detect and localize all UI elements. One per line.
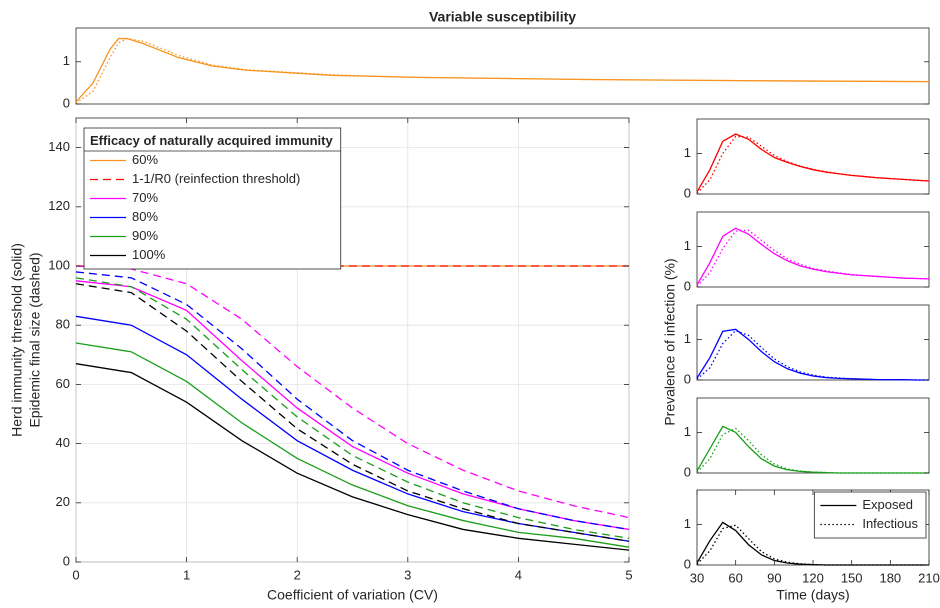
x-tick-label: 3 — [404, 567, 411, 582]
y-tick-label: 0 — [63, 553, 70, 568]
legend-box — [813, 491, 927, 539]
y-axis-label: Herd immunity threshold (solid) — [9, 243, 25, 437]
legend-label: 70% — [132, 190, 158, 205]
y-tick-label: 80 — [56, 317, 70, 332]
legend-label: 90% — [132, 228, 158, 243]
y-axis-label: Epidemic final size (dashed) — [27, 252, 43, 427]
axes-frame — [696, 304, 930, 381]
x-tick-label: 0 — [72, 567, 79, 582]
axes-frame — [696, 118, 930, 195]
y-tick-label: 0 — [684, 464, 691, 479]
data-line — [696, 135, 930, 194]
x-tick-label: 30 — [690, 570, 704, 585]
data-line — [75, 342, 630, 548]
x-tick-label: 180 — [879, 570, 901, 585]
legend-label: 100% — [132, 247, 166, 262]
data-line — [75, 37, 930, 104]
y-tick-label: 20 — [56, 494, 70, 509]
data-line — [696, 229, 930, 287]
y-tick-label: 0 — [684, 185, 691, 200]
chart-title: Variable susceptibility — [429, 9, 576, 25]
legend-label: 80% — [132, 209, 158, 224]
data-line — [696, 227, 930, 286]
x-tick-label: 60 — [728, 570, 742, 585]
x-tick-label: 120 — [802, 570, 824, 585]
legend-label: Infectious — [862, 516, 918, 531]
y-tick-label: 1 — [684, 145, 691, 160]
y-tick-label: 0 — [684, 278, 691, 293]
y-tick-label: 140 — [48, 139, 70, 154]
y-tick-label: 1 — [684, 238, 691, 253]
legend-title: Efficacy of naturally acquired immunity — [90, 133, 333, 148]
x-tick-label: 210 — [918, 570, 940, 585]
y-tick-label: 0 — [684, 556, 691, 571]
legend-label: Exposed — [862, 497, 913, 512]
legend-box — [83, 127, 342, 270]
data-line — [75, 280, 630, 531]
y-tick-label: 1 — [684, 424, 691, 439]
legend-label: 60% — [132, 152, 158, 167]
data-line — [75, 363, 630, 551]
y-tick-label: 100 — [48, 257, 70, 272]
data-line — [75, 315, 630, 542]
data-line — [696, 328, 929, 381]
axes-frame — [75, 27, 930, 105]
x-tick-label: 1 — [183, 567, 190, 582]
x-axis-label: Time (days) — [776, 587, 849, 603]
x-tick-label: 4 — [515, 567, 522, 582]
legend: Efficacy of naturally acquired immunity 6… — [83, 127, 342, 270]
x-tick-label: 90 — [767, 570, 781, 585]
data-line — [75, 271, 630, 531]
data-line — [75, 37, 930, 103]
data-line — [696, 427, 929, 474]
axes-frame — [696, 211, 930, 288]
data-line — [75, 277, 630, 539]
legend-label: 1-1/R0 (reinfection threshold) — [132, 171, 300, 186]
y-tick-label: 40 — [56, 435, 70, 450]
y-tick-label: 0 — [684, 371, 691, 386]
data-line — [75, 265, 630, 519]
x-axis-label: Coefficient of variation (CV) — [267, 587, 438, 603]
x-tick-label: 150 — [841, 570, 863, 585]
y-axis-label: Prevalence of infection (%) — [662, 258, 678, 425]
x-tick-label: 2 — [294, 567, 301, 582]
y-tick-label: 1 — [684, 516, 691, 531]
y-tick-label: 1 — [684, 331, 691, 346]
y-tick-label: 60 — [56, 376, 70, 391]
y-tick-label: 0 — [63, 95, 70, 110]
y-tick-label: 1 — [63, 53, 70, 68]
legend: Exposed Infectious — [813, 491, 927, 539]
axes-frame — [696, 397, 930, 474]
y-tick-label: 120 — [48, 198, 70, 213]
x-tick-label: 5 — [625, 567, 632, 582]
